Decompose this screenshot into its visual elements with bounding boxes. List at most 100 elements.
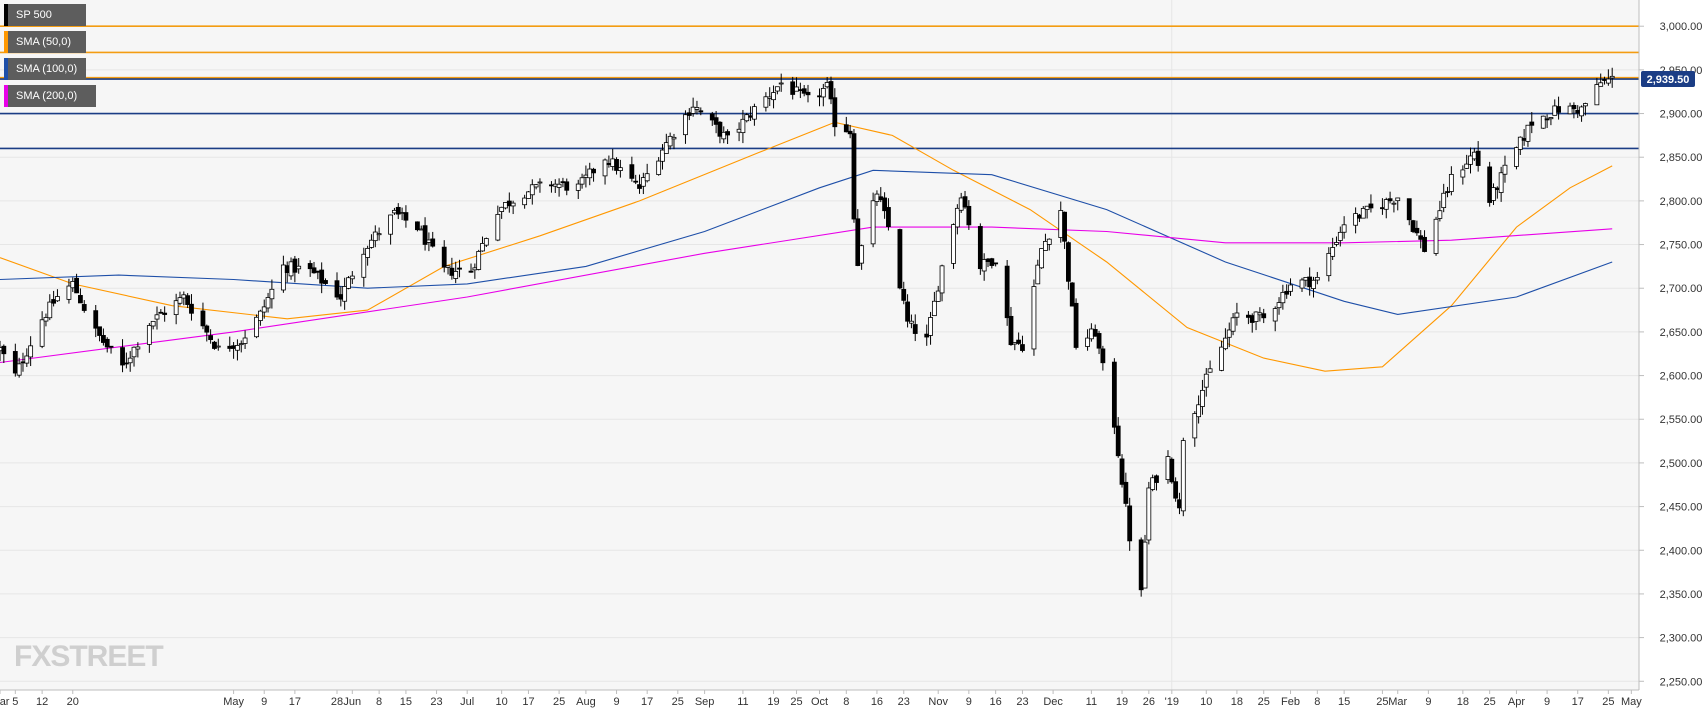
candle-body-up <box>1582 103 1588 107</box>
candle <box>564 178 570 196</box>
x-tick-label: 23 <box>430 696 442 708</box>
candle-body-down <box>1138 539 1144 591</box>
candle-body-down <box>713 117 719 125</box>
legend-item-sma100[interactable]: SMA (100,0) <box>4 58 86 80</box>
candle <box>1383 197 1389 219</box>
x-tick-label: 25 <box>1376 696 1388 708</box>
x-tick-label: Mar <box>0 696 10 708</box>
x-tick-label: 25 <box>553 696 565 708</box>
candle <box>667 132 673 150</box>
candle-body-up <box>495 214 501 241</box>
candle <box>81 300 87 313</box>
y-tick-label: 2,450.00 <box>1660 502 1703 514</box>
y-tick-label: 2,250.00 <box>1660 676 1703 688</box>
logo-street: STREET <box>50 640 163 673</box>
y-tick-label: 2,300.00 <box>1660 633 1703 645</box>
candle-body-up <box>660 149 665 162</box>
candle-body-up <box>644 173 650 182</box>
candle <box>1368 194 1374 213</box>
candle-body-up <box>1196 404 1202 418</box>
candle-body-down <box>1445 191 1450 193</box>
y-tick-label: 2,750.00 <box>1660 240 1703 252</box>
legend-label: SMA (100,0) <box>16 63 78 75</box>
candle <box>1433 216 1439 256</box>
candle-body-down <box>1 345 7 355</box>
candle-body-down <box>686 112 692 116</box>
candle-body-down <box>51 299 57 304</box>
candle-body-down <box>805 91 811 96</box>
y-tick-label: 2,600.00 <box>1660 371 1703 383</box>
legend-item-sp500[interactable]: SP 500 <box>4 4 86 26</box>
candle <box>617 159 623 178</box>
candle-body-up <box>526 191 531 199</box>
candle <box>1594 77 1600 106</box>
y-tick-label: 2,350.00 <box>1660 589 1703 601</box>
legend-item-sma200[interactable]: SMA (200,0) <box>4 85 96 107</box>
candle <box>1288 278 1293 296</box>
candle <box>1544 114 1550 128</box>
candle-body-up <box>1311 279 1316 289</box>
x-tick-label: 11 <box>737 696 748 708</box>
legend-item-sma50[interactable]: SMA (50,0) <box>4 31 86 53</box>
candle-body-up <box>1180 440 1186 512</box>
candle <box>1326 247 1332 282</box>
candle-body-down <box>104 338 110 348</box>
candle <box>537 178 543 193</box>
candle-body-up <box>1460 169 1466 178</box>
candle <box>208 329 214 344</box>
candle-body-up <box>480 243 485 252</box>
x-tick-label: 18 <box>1231 696 1243 708</box>
candle-body-down <box>395 206 401 215</box>
candle <box>307 260 313 277</box>
candle-body-up <box>1234 312 1240 318</box>
candle <box>495 205 501 242</box>
candle <box>1138 537 1144 597</box>
y-tick-label: 2,400.00 <box>1660 545 1703 557</box>
candle-body-up <box>269 288 275 300</box>
candle-body-up <box>1257 312 1263 316</box>
candle-body-up <box>794 86 799 92</box>
candle <box>1196 395 1202 424</box>
candle <box>349 271 355 284</box>
candle <box>1226 322 1232 348</box>
candle <box>499 206 505 219</box>
x-tick-label: Sep <box>695 696 715 708</box>
candle-body-down <box>1096 333 1102 349</box>
candle <box>1299 277 1305 292</box>
candle <box>709 111 715 126</box>
candle-body-up <box>418 228 424 231</box>
candle <box>120 339 125 373</box>
candle-body-up <box>683 114 688 136</box>
candle <box>1437 200 1443 222</box>
candle-body-down <box>698 110 704 113</box>
candle-body-down <box>847 130 853 135</box>
candle <box>744 112 750 123</box>
candle <box>1353 207 1359 234</box>
candle-body-down <box>549 184 554 187</box>
candle <box>483 237 489 248</box>
candle-body-down <box>1494 187 1500 190</box>
candle-body-down <box>1521 138 1527 141</box>
candle-body-down <box>1556 106 1561 113</box>
candle <box>1035 259 1041 285</box>
candle-body-down <box>292 258 298 273</box>
candle <box>1223 328 1228 351</box>
candle <box>93 304 99 338</box>
candle-body-down <box>1100 348 1106 364</box>
candle <box>778 73 784 92</box>
candle <box>989 257 995 269</box>
candle <box>1475 141 1481 172</box>
candle <box>1142 534 1148 589</box>
candle <box>1123 472 1129 507</box>
candle <box>690 97 696 117</box>
candle <box>774 86 780 95</box>
x-tick-label: Dec <box>1043 696 1063 708</box>
candle-body-up <box>1200 389 1205 407</box>
candle <box>522 194 528 209</box>
candle-body-down <box>897 229 903 289</box>
candle-body-down <box>966 205 972 226</box>
candle <box>1567 102 1573 115</box>
candle-body-down <box>633 180 639 183</box>
candle-body-down <box>123 362 129 365</box>
candle-body-down <box>1544 118 1550 121</box>
